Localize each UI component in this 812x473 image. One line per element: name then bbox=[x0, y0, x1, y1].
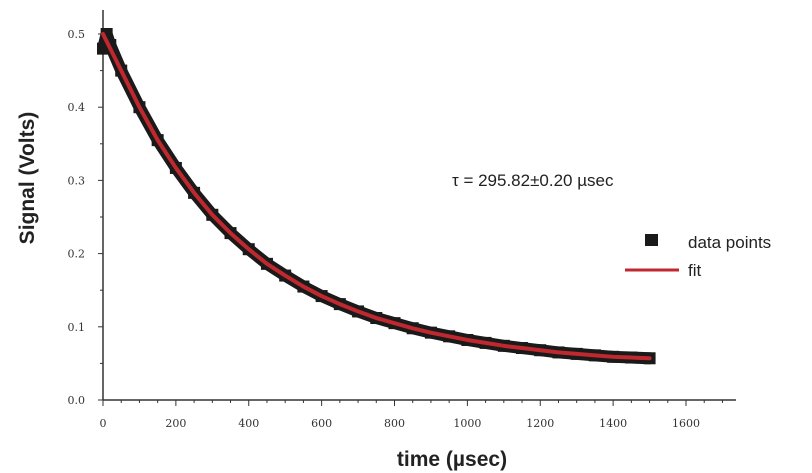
y-tick-label: 0.4 bbox=[68, 101, 86, 114]
y-tick-label: 0.1 bbox=[68, 321, 86, 334]
legend: data points fit bbox=[625, 233, 771, 280]
x-tick-label: 0 bbox=[100, 417, 107, 430]
fit-line bbox=[101, 32, 652, 361]
legend-marker-data-points bbox=[645, 234, 658, 246]
x-tick-label: 1000 bbox=[453, 417, 481, 430]
tau-annotation: τ = 295.82±0.20 µsec bbox=[452, 171, 614, 190]
y-tick-label: 0.3 bbox=[68, 174, 86, 187]
legend-label-data-points: data points bbox=[688, 233, 771, 252]
x-tick-label: 200 bbox=[165, 417, 186, 430]
x-tick-label: 600 bbox=[311, 417, 332, 430]
x-axis-title: time (µsec) bbox=[397, 448, 507, 471]
legend-label-fit: fit bbox=[688, 261, 702, 280]
x-tick-label: 800 bbox=[384, 417, 405, 430]
y-axis: 0.0 0.1 0.2 0.3 0.4 0.5 bbox=[68, 10, 104, 407]
x-tick-label: 1400 bbox=[599, 417, 627, 430]
x-axis: 0 200 400 600 800 1000 1200 1400 1600 bbox=[100, 399, 736, 430]
y-tick-label: 0.5 bbox=[68, 28, 86, 41]
x-tick-label: 1600 bbox=[672, 417, 700, 430]
y-tick-label: 0.2 bbox=[68, 248, 86, 261]
plot-marks bbox=[97, 28, 656, 365]
x-tick-label: 400 bbox=[238, 417, 259, 430]
data-points-band bbox=[97, 28, 656, 365]
y-axis-title: Signal (Volts) bbox=[16, 112, 39, 245]
x-tick-label: 1200 bbox=[526, 417, 554, 430]
y-tick-label: 0.0 bbox=[68, 394, 86, 407]
